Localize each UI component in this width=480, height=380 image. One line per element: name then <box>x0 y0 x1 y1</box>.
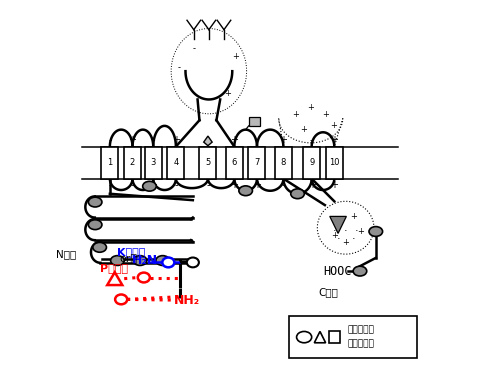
Text: +: + <box>330 121 337 130</box>
Text: 8: 8 <box>281 158 286 167</box>
Ellipse shape <box>369 226 383 236</box>
Text: N末端: N末端 <box>56 249 77 259</box>
Text: 受ける箇所: 受ける箇所 <box>348 339 374 348</box>
Text: HOOC: HOOC <box>323 264 351 278</box>
FancyBboxPatch shape <box>289 317 417 358</box>
Text: 4: 4 <box>173 158 179 167</box>
Ellipse shape <box>110 256 124 266</box>
Text: +: + <box>230 135 239 145</box>
FancyBboxPatch shape <box>101 147 119 179</box>
Text: 7: 7 <box>254 158 260 167</box>
Text: +: + <box>357 227 364 236</box>
Text: +: + <box>330 180 338 190</box>
FancyBboxPatch shape <box>249 117 260 126</box>
Text: 2: 2 <box>130 158 135 167</box>
Ellipse shape <box>162 258 174 268</box>
Text: +: + <box>342 238 349 247</box>
Text: +: + <box>307 103 314 111</box>
Text: +: + <box>330 135 338 145</box>
Polygon shape <box>107 272 122 285</box>
FancyBboxPatch shape <box>249 147 265 179</box>
Ellipse shape <box>156 256 169 266</box>
Text: -: - <box>174 180 178 190</box>
Text: 9: 9 <box>309 158 314 167</box>
Text: +: + <box>253 180 261 190</box>
Ellipse shape <box>115 294 127 304</box>
FancyBboxPatch shape <box>329 331 340 343</box>
Text: -: - <box>108 135 112 145</box>
Text: +: + <box>350 212 357 221</box>
Text: +: + <box>308 180 316 190</box>
Polygon shape <box>330 216 347 233</box>
Text: ·: · <box>351 234 355 244</box>
Text: -: - <box>152 135 155 145</box>
Text: +: + <box>292 110 299 119</box>
FancyBboxPatch shape <box>145 147 162 179</box>
Text: -: - <box>108 180 112 190</box>
Text: NH₂: NH₂ <box>174 294 200 307</box>
Text: -: - <box>177 63 180 72</box>
Text: -: - <box>131 180 134 190</box>
Text: -: - <box>255 135 259 145</box>
FancyBboxPatch shape <box>275 147 292 179</box>
Text: -: - <box>206 180 210 190</box>
Ellipse shape <box>353 266 367 276</box>
Text: or，: or， <box>120 254 137 264</box>
Text: 5: 5 <box>205 158 211 167</box>
Text: +: + <box>224 89 231 98</box>
FancyBboxPatch shape <box>124 147 141 179</box>
Text: ·: · <box>355 226 359 236</box>
Text: -: - <box>192 44 195 53</box>
Text: リン酸化を: リン酸化を <box>348 326 374 335</box>
Text: 6: 6 <box>232 158 237 167</box>
Text: +: + <box>335 216 341 225</box>
Ellipse shape <box>143 181 156 191</box>
Ellipse shape <box>187 258 199 268</box>
Text: ·: · <box>333 226 336 236</box>
Polygon shape <box>314 331 325 343</box>
FancyBboxPatch shape <box>200 147 216 179</box>
Ellipse shape <box>138 272 150 282</box>
Text: -: - <box>310 135 313 145</box>
Ellipse shape <box>93 242 107 252</box>
Text: +: + <box>172 135 180 145</box>
Text: +: + <box>279 135 288 145</box>
Text: +: + <box>331 231 338 240</box>
Text: +: + <box>232 52 239 60</box>
Text: 3: 3 <box>151 158 156 167</box>
Text: -: - <box>282 180 285 190</box>
Text: +: + <box>149 180 157 190</box>
FancyBboxPatch shape <box>168 147 184 179</box>
FancyBboxPatch shape <box>326 147 343 179</box>
Text: ·: · <box>336 234 340 244</box>
Text: ·: · <box>344 226 348 236</box>
Text: +: + <box>323 110 329 119</box>
Ellipse shape <box>291 189 304 199</box>
Text: +: + <box>300 125 307 134</box>
Text: 1: 1 <box>107 158 112 167</box>
Text: Pタイプ: Pタイプ <box>100 263 129 273</box>
Text: -: - <box>206 135 210 145</box>
Ellipse shape <box>297 331 312 343</box>
Ellipse shape <box>88 197 102 207</box>
Ellipse shape <box>133 256 147 266</box>
Text: +: + <box>129 135 136 145</box>
Text: C末端: C末端 <box>319 287 338 297</box>
Text: +: + <box>230 180 239 190</box>
Polygon shape <box>204 136 212 146</box>
Ellipse shape <box>239 186 252 196</box>
Ellipse shape <box>88 220 102 230</box>
FancyBboxPatch shape <box>303 147 320 179</box>
Text: 10: 10 <box>329 158 339 167</box>
Text: H₂N: H₂N <box>132 254 158 267</box>
FancyBboxPatch shape <box>226 147 243 179</box>
Text: Kタイプ: Kタイプ <box>117 247 145 257</box>
